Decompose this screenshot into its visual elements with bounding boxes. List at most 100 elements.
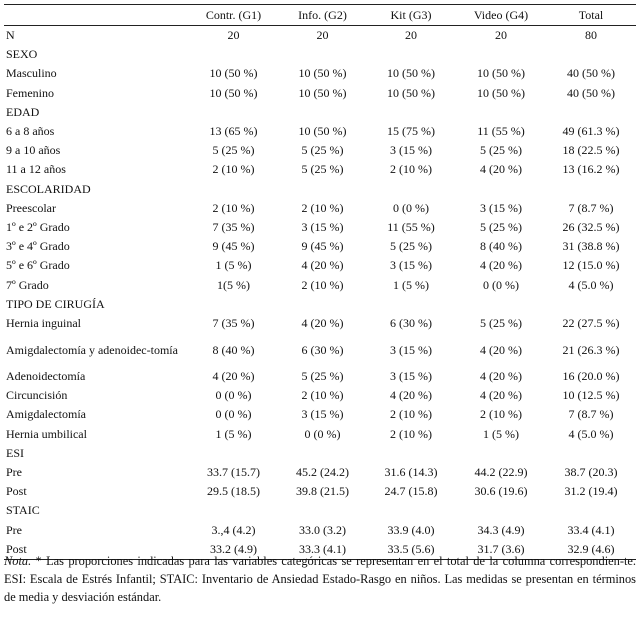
table-cell: 2 (10 %) [301,200,344,215]
table-cell: 7 (8.7 %) [568,407,614,422]
table-cell: 40 (50 %) [567,85,615,100]
table-cell: 4 (5.0 %) [568,277,614,292]
column-header: Total [546,4,636,26]
row-label: Circuncisión [6,388,68,403]
section-row: STAIC [4,501,636,520]
table-cell: 4 (20 %) [301,315,344,330]
table-cell: 2 (10 %) [480,407,522,422]
section-row: SEXO [4,45,636,64]
table-cell: 4 (20 %) [301,258,344,273]
table-cell: 40 (50 %) [567,66,615,81]
table-row: 5º e 6º Grado 1 (5 %) 4 (20 %) 3 (15 %) 4 (2… [4,256,636,275]
table-cell: 45.2 (24.2) [296,465,349,480]
row-label: Masculino [6,66,57,81]
row-label: Pre [6,465,22,480]
table-cell: 9 (45 %) [212,239,255,254]
row-label: Hernia inguinal [6,315,81,330]
table-cell: 8 (40 %) [212,342,255,357]
table-cell: 1 (5 %) [393,277,429,292]
table-cell: 16 (20.0 %) [562,369,620,384]
table-cell: 4 (20 %) [480,369,522,384]
row-label: Post [4,539,188,560]
table-cell: 13 (16.2 %) [562,162,620,177]
row-label: Preescolar [6,200,56,215]
section-label: STAIC [6,503,40,518]
table-row: Post 29.5 (18.5) 39.8 (21.5) 24.7 (15.8) 30.… [4,482,636,501]
table-cell: 10 (50 %) [477,66,525,81]
table-cell: 3 (15 %) [390,143,432,158]
table-cell: 15 (75 %) [387,124,435,139]
table-cell: 5 (25 %) [212,143,255,158]
table-cell: 3 (15 %) [390,342,432,357]
table-cell: 33.5 (5.6) [366,539,456,560]
table-note: Nota. * Las proporciones indicadas para … [4,552,636,606]
table-cell: 11 (55 %) [477,124,525,139]
table-row: Femenino 10 (50 %) 10 (50 %) 10 (50 %) 10 (5… [4,84,636,103]
table-row: Amigdalectomía y adenoidec-tomía 8 (40 %)… [4,333,636,367]
table-cell: 6 (30 %) [301,342,344,357]
table-cell: 4 (20 %) [480,258,522,273]
table-cell: 10 (50 %) [298,124,347,139]
row-label: Pre [6,522,22,537]
table-cell: 31 (38.8 %) [562,239,620,254]
table-cell: 2 (10 %) [390,407,432,422]
section-row: EDAD [4,103,636,122]
row-label: Femenino [6,85,54,100]
table-cell: 80 [585,28,597,43]
row-label: 1º e 2º Grado [6,219,70,234]
table-cell: 4 (20 %) [212,369,255,384]
section-label: EDAD [6,104,40,119]
table-cell: 5 (25 %) [480,143,522,158]
table-cell: 1 (5 %) [215,258,252,273]
table-cell: 20 [227,28,240,43]
table-cell: 7 (35 %) [212,219,255,234]
table-cell: 9 (45 %) [301,239,344,254]
table-header: Contr. (G1) Info. (G2) Kit (G3) Video (G… [4,4,636,26]
table-cell: 33.7 (15.7) [207,465,260,480]
column-header: Info. (G2) [279,4,366,26]
table-cell: 2 (10 %) [301,388,344,403]
table-cell: 34.3 (4.9) [477,522,525,537]
table-cell: 38.7 (20.3) [564,465,618,480]
table-row: Post 33.2 (4.9) 33.3 (4.1) 33.5 (5.6) 31.7 (… [4,539,636,560]
table-cell: 3 (15 %) [301,219,344,234]
row-label: Post [6,484,27,499]
table-cell: 3 (15 %) [301,407,344,422]
table-cell: 8 (40 %) [480,239,522,254]
table-row: Hernia inguinal 7 (35 %) 4 (20 %) 6 (30 %) 5… [4,314,636,333]
table-cell: 10 (50 %) [387,66,435,81]
section-row: TIPO DE CIRUGÍA [4,295,636,314]
table-cell: 49 (61.3 %) [562,124,620,139]
table-cell: 5 (25 %) [301,369,344,384]
table-cell: 4 (5.0 %) [568,426,614,441]
table-cell: 0 (0 %) [483,277,519,292]
table-cell: 6 (30 %) [390,315,432,330]
section-label: ESI [6,445,24,460]
table-cell: 26 (32.5 %) [562,219,620,234]
table-cell: 24.7 (15.8) [384,484,438,499]
table-row: 9 a 10 años 5 (25 %) 5 (25 %) 3 (15 %) 5 (25… [4,141,636,160]
table-cell: 33.0 (3.2) [299,522,346,537]
table-cell: 10 (12.5 %) [562,388,620,403]
row-label: 9 a 10 años [6,143,61,158]
row-label: N [6,28,15,43]
table-cell: 32.9 (4.6) [546,539,636,560]
table-cell: 7 (8.7 %) [568,200,614,215]
table-cell: 2 (10 %) [390,426,432,441]
table-cell: 33.2 (4.9) [188,539,279,560]
table-cell: 5 (25 %) [480,219,522,234]
table-cell: 2 (10 %) [390,162,432,177]
table-row: Pre 3.,4 (4.2) 33.0 (3.2) 33.9 (4.0) 34.3 (4… [4,521,636,540]
column-header: Kit (G3) [366,4,456,26]
table-cell: 39.8 (21.5) [296,484,349,499]
row-label: 6 a 8 años [6,124,55,139]
table-cell: 20 [495,28,507,43]
note-lead: Nota. [4,554,32,568]
table-row: Circuncisión 0 (0 %) 2 (10 %) 4 (20 %) 4 (20… [4,386,636,405]
table-cell: 33.9 (4.0) [387,522,435,537]
table-cell: 1 (5 %) [215,426,252,441]
table-row: 11 a 12 años 2 (10 %) 5 (25 %) 2 (10 %) 4 (2… [4,160,636,179]
table-cell: 31.2 (19.4) [564,484,618,499]
row-label: 5º e 6º Grado [6,258,70,273]
